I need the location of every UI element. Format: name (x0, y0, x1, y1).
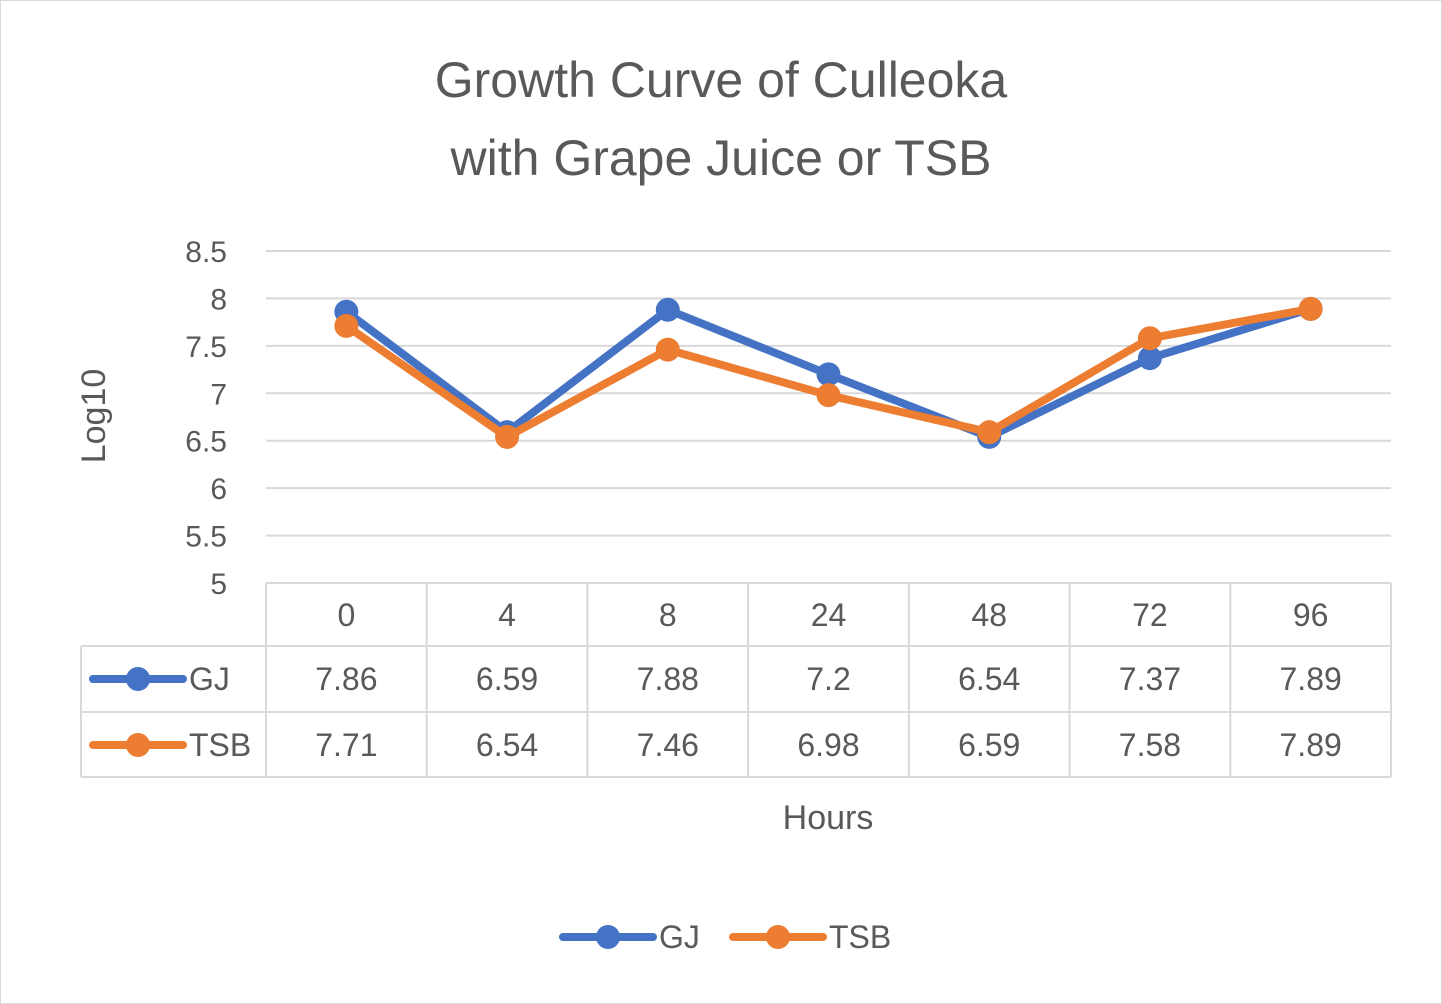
x-tick-label: 0 (337, 597, 355, 633)
x-axis-label: Hours (783, 799, 874, 837)
y-tick-label: 5.5 (185, 521, 227, 554)
legend-key-marker (766, 925, 790, 949)
legend: GJ TSB (559, 919, 891, 955)
table-series-name: TSB (189, 727, 251, 763)
chart-title-line-1: Growth Curve of Culleoka (435, 52, 1008, 108)
y-tick-label: 8 (210, 283, 227, 316)
table-value-cell: 7.89 (1280, 661, 1342, 697)
table-value-cell: 7.46 (637, 727, 699, 763)
x-tick-label: 24 (811, 597, 847, 633)
y-tick-label: 7.5 (185, 331, 227, 364)
y-tick-label: 5 (210, 568, 227, 601)
y-tick-label: 6.5 (185, 426, 227, 459)
table-series-name: GJ (189, 661, 230, 697)
legend-key-marker (596, 925, 620, 949)
y-tick-label: 8.5 (185, 236, 227, 269)
data-point (1137, 346, 1162, 371)
table-value-cell: 7.89 (1280, 727, 1342, 763)
table-value-cell: 7.86 (315, 661, 377, 697)
y-tick-label: 7 (210, 378, 227, 411)
y-tick-label: 6 (210, 473, 227, 506)
table-legend-key-marker (126, 733, 150, 757)
table-value-cell: 7.2 (806, 661, 850, 697)
data-point (655, 297, 680, 322)
table-value-cell: 6.54 (476, 727, 538, 763)
data-point (816, 362, 841, 387)
legend-label: TSB (829, 919, 891, 955)
x-tick-label: 4 (498, 597, 516, 633)
table-value-cell: 6.54 (958, 661, 1020, 697)
chart-title-line-2: with Grape Juice or TSB (450, 130, 992, 186)
legend-label: GJ (659, 919, 700, 955)
series-group (334, 296, 1323, 449)
table-value-cell: 7.88 (637, 661, 699, 697)
data-point (977, 420, 1002, 445)
y-axis-ticks: 8.5 8 7.5 7 6.5 6 5.5 5 (185, 236, 227, 601)
table-value-cell: 6.59 (476, 661, 538, 697)
data-point (1137, 326, 1162, 351)
table-value-cell: 7.71 (315, 727, 377, 763)
table-value-cell: 6.59 (958, 727, 1020, 763)
x-tick-label: 96 (1293, 597, 1329, 633)
data-point (334, 313, 359, 338)
x-tick-label: 48 (971, 597, 1007, 633)
table-legend-key-marker (126, 667, 150, 691)
y-axis-label: Log10 (75, 369, 113, 464)
data-point (495, 424, 520, 449)
x-tick-label: 8 (659, 597, 677, 633)
table-value-cell: 6.98 (797, 727, 859, 763)
table-value-cell: 7.58 (1119, 727, 1181, 763)
data-point (816, 383, 841, 408)
table-value-cell: 7.37 (1119, 661, 1181, 697)
x-tick-label: 72 (1132, 597, 1168, 633)
data-point (655, 337, 680, 362)
data-point (1298, 296, 1323, 321)
